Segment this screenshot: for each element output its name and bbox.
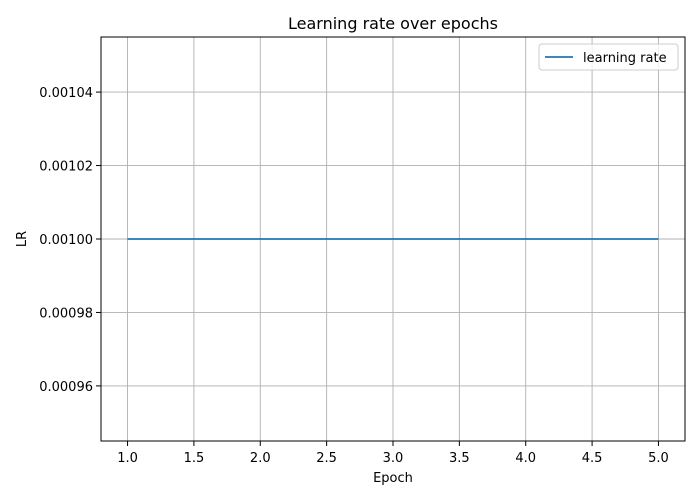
y-tick-label: 0.00102 <box>39 160 93 175</box>
x-tick-label: 2.5 <box>316 451 337 466</box>
legend: learning rate <box>538 43 679 71</box>
x-tick-label: 1.0 <box>117 451 138 466</box>
y-axis-ticks: 0.00096 0.00098 0.00100 0.00102 0.00104 <box>39 86 101 395</box>
y-axis-label: LR <box>15 231 30 247</box>
x-tick-label: 5.0 <box>648 451 669 466</box>
x-tick-label: 4.5 <box>582 451 603 466</box>
legend-label-learning-rate: learning rate <box>583 51 667 66</box>
x-tick-label: 3.5 <box>449 451 470 466</box>
x-axis-label: Epoch <box>373 471 413 486</box>
y-tick-label: 0.00100 <box>39 233 93 248</box>
chart-title: Learning rate over epochs <box>288 14 498 33</box>
x-tick-label: 3.0 <box>383 451 404 466</box>
y-tick-label: 0.00098 <box>39 306 93 321</box>
legend-box <box>538 43 679 71</box>
y-tick-label: 0.00096 <box>39 380 93 395</box>
x-axis-ticks: 1.0 1.5 2.0 2.5 3.0 3.5 4.0 4.5 5.0 <box>117 441 669 466</box>
x-tick-label: 4.0 <box>515 451 536 466</box>
x-tick-label: 1.5 <box>184 451 205 466</box>
y-tick-label: 0.00104 <box>39 86 93 101</box>
x-tick-label: 2.0 <box>250 451 271 466</box>
